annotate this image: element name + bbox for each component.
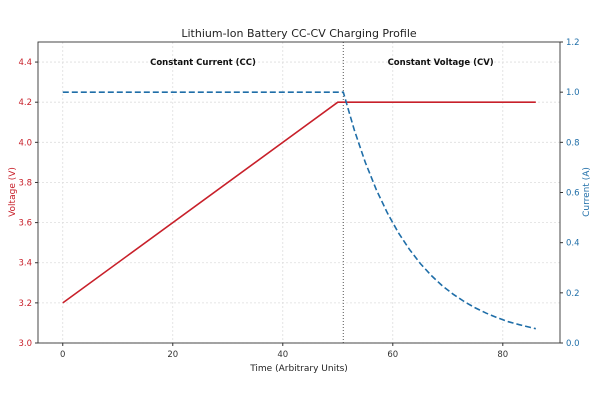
y-left-tick-label: 4.4 [18, 58, 32, 68]
x-tick-label: 20 [167, 350, 178, 360]
x-tick-label: 0 [60, 350, 65, 360]
y-right-tick-label: 0.0 [566, 339, 580, 349]
y-left-tick-label: 3.4 [18, 259, 32, 269]
y-right-tick-label: 0.4 [566, 239, 580, 249]
phase-annotation: Constant Voltage (CV) [388, 58, 494, 68]
current-line [62, 91, 536, 330]
y-left-tick-label: 3.0 [18, 339, 32, 349]
y-right-tick-label: 0.6 [566, 189, 580, 199]
grid [38, 42, 560, 344]
y-left-tick-label: 4.2 [18, 98, 32, 108]
y-axis-left-label: Voltage (V) [8, 167, 18, 217]
y-left-tick-label: 4.0 [18, 138, 32, 148]
plot-frame [37, 41, 561, 344]
y-left-tick-label: 3.2 [18, 299, 32, 309]
chart-title: Lithium-Ion Battery CC-CV Charging Profi… [181, 27, 417, 40]
y-left-tick-label: 3.8 [18, 178, 32, 188]
plot-area: Constant Current (CC) Constant Voltage (C… [62, 42, 536, 343]
x-axis-label: Time (Arbitrary Units) [249, 364, 348, 374]
y-right-tick-label: 0.2 [566, 289, 580, 299]
y-right-tick-label: 1.0 [566, 88, 580, 98]
y-right-tick-label: 1.2 [566, 38, 580, 48]
x-tick-label: 60 [387, 350, 398, 360]
axes: 0 20 40 60 80 3.0 3.2 3.4 3.6 3.8 4.0 4.2 4.4 0.0 0.2 0… [18, 38, 579, 360]
voltage-line [62, 101, 536, 304]
x-tick-label: 40 [277, 350, 288, 360]
y-axis-right-label: Current (A) [582, 167, 592, 217]
x-tick-label: 80 [497, 350, 508, 360]
phase-annotation: Constant Current (CC) [150, 58, 256, 68]
y-left-tick-label: 3.6 [18, 219, 32, 229]
y-right-tick-label: 0.8 [566, 138, 580, 148]
